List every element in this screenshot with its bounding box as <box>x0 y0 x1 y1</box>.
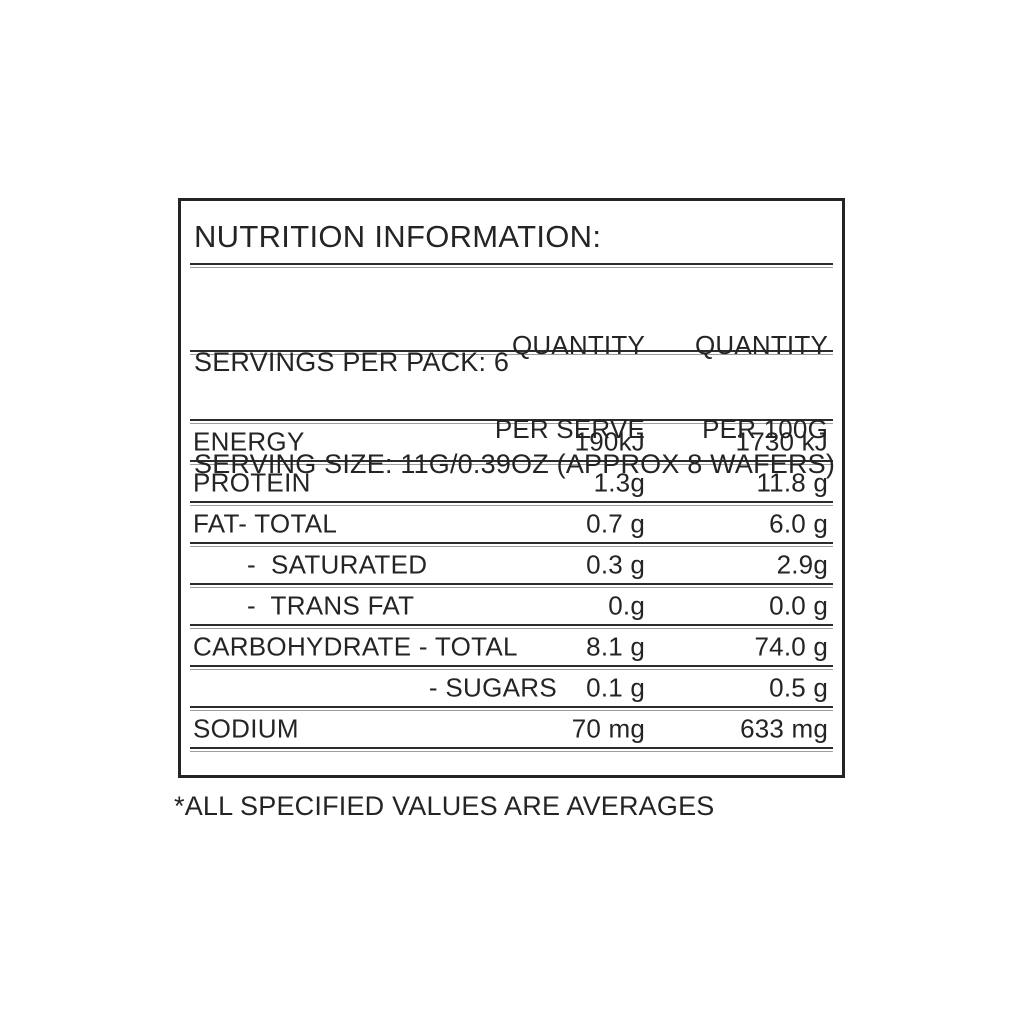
value-per-serve: 0.1 g <box>586 672 645 703</box>
divider <box>190 419 833 424</box>
divider <box>190 665 833 670</box>
column-header-per-serve: QUANTITY PER SERVE <box>494 330 645 444</box>
value-per-100g: 0.5 g <box>769 672 828 703</box>
value-per-100g: 1730 kJ <box>735 426 828 457</box>
value-per-serve: 70 mg <box>571 713 645 744</box>
row-label: ENERGY <box>193 426 305 457</box>
value-per-serve: 0.g <box>608 590 645 621</box>
value-per-100g: 6.0 g <box>769 508 828 539</box>
row-label: FAT- TOTAL <box>193 508 338 539</box>
table-row-energy: ENERGY 190kJ 1730 kJ <box>181 424 842 460</box>
value-per-100g: 11.8 g <box>756 467 828 498</box>
value-per-100g: 0.0 g <box>769 590 828 621</box>
table-row-protein: PROTEIN 1.3g 11.8 g <box>181 465 842 501</box>
table-row-saturated: - SATURATED 0.3 g 2.9g <box>181 547 842 583</box>
table-row-sodium: SODIUM 70 mg 633 mg <box>181 711 842 747</box>
value-per-100g: 633 mg <box>740 713 828 744</box>
divider <box>190 263 833 268</box>
servings-per-pack: SERVINGS PER PACK: 6 <box>194 347 510 377</box>
serving-info: SERVINGS PER PACK: 6 SERVING SIZE: 11G/0… <box>181 268 842 479</box>
divider <box>190 583 833 588</box>
row-label: CARBOHYDRATE - TOTAL <box>193 631 518 662</box>
value-per-100g: 74.0 g <box>754 631 828 662</box>
value-per-serve: 1.3g <box>593 467 645 498</box>
divider <box>190 501 833 506</box>
row-label: - SATURATED <box>247 549 428 580</box>
row-label: - SUGARS <box>428 672 557 703</box>
divider <box>190 747 833 752</box>
table-row-fat-total: FAT- TOTAL 0.7 g 6.0 g <box>181 506 842 542</box>
row-label: - TRANS FAT <box>247 590 415 621</box>
divider <box>190 350 833 355</box>
table-row-trans-fat: - TRANS FAT 0.g 0.0 g <box>181 588 842 624</box>
nutrition-panel: NUTRITION INFORMATION: SERVINGS PER PACK… <box>178 198 845 778</box>
table-row-carbohydrate-total: CARBOHYDRATE - TOTAL 8.1 g 74.0 g <box>181 629 842 665</box>
value-per-100g: 2.9g <box>776 549 828 580</box>
serving-size: SERVING SIZE: 11G/0.39OZ (APPROX 8 WAFER… <box>194 449 836 479</box>
column-header-per-100g: QUANTITY PER 100G <box>694 330 828 444</box>
value-per-serve: 0.7 g <box>586 508 645 539</box>
column-headers: QUANTITY PER SERVE QUANTITY PER 100G <box>181 331 842 443</box>
divider <box>190 460 833 465</box>
table-row-sugars: - SUGARS 0.1 g 0.5 g <box>181 670 842 706</box>
divider <box>190 624 833 629</box>
value-per-serve: 8.1 g <box>586 631 645 662</box>
panel-header: NUTRITION INFORMATION: <box>181 201 842 263</box>
value-per-serve: 0.3 g <box>586 549 645 580</box>
value-per-serve: 190kJ <box>574 426 645 457</box>
row-label: PROTEIN <box>193 467 311 498</box>
divider <box>190 706 833 711</box>
panel-title: NUTRITION INFORMATION: <box>194 219 602 254</box>
row-label: SODIUM <box>193 713 299 744</box>
divider <box>190 542 833 547</box>
footnote: *ALL SPECIFIED VALUES ARE AVERAGES <box>174 791 715 821</box>
